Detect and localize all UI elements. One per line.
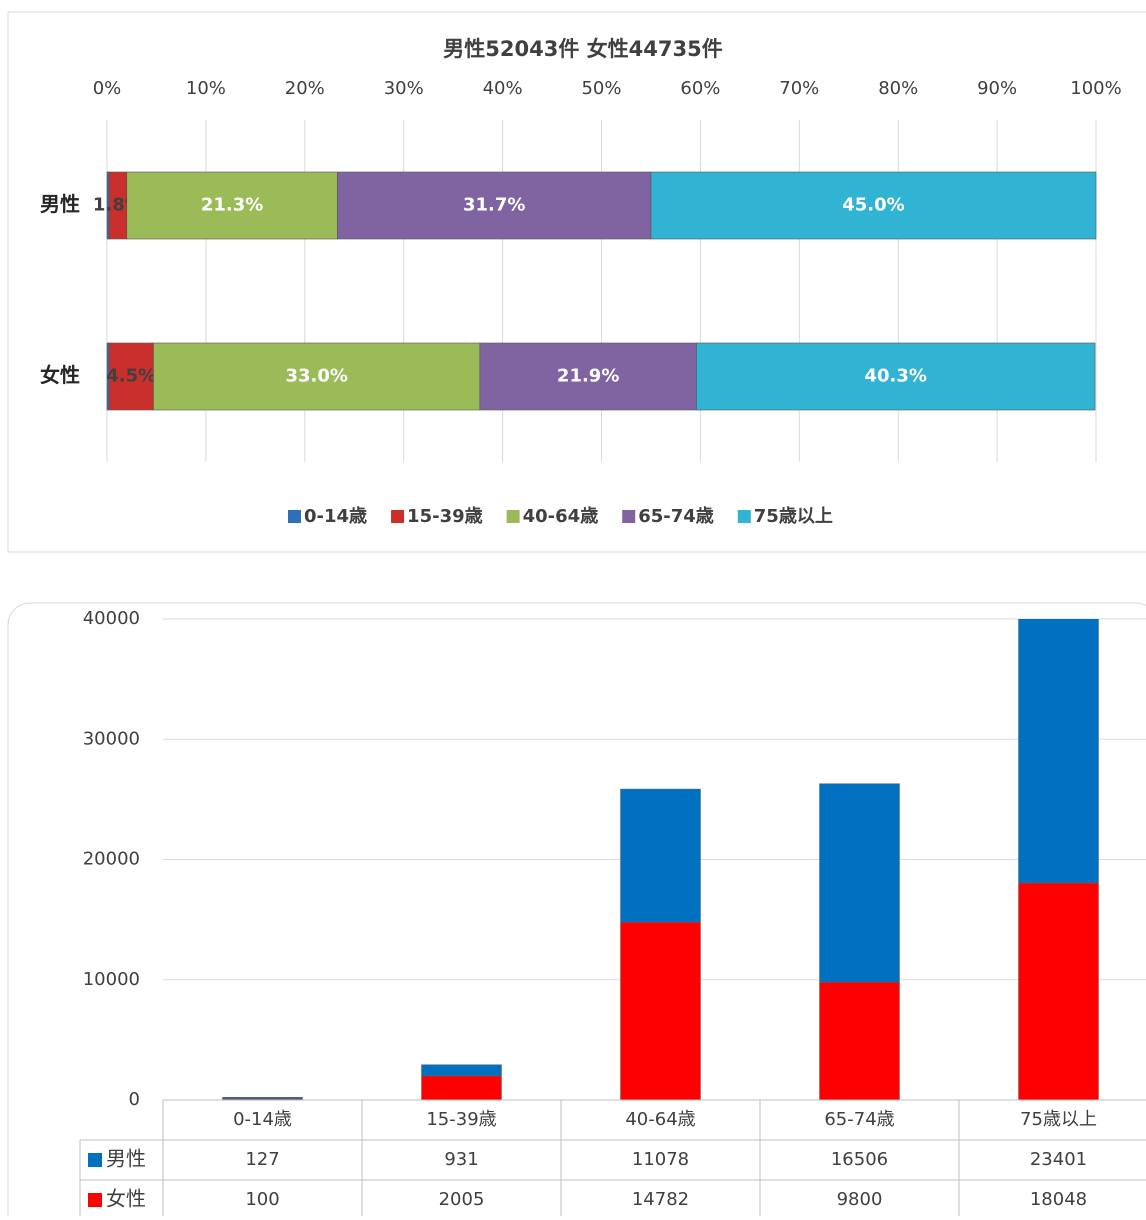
chart-title: 男性52043件 女性44735件 [443, 37, 722, 61]
table-cell: 11078 [632, 1149, 689, 1170]
y-tick-label: 10000 [83, 969, 140, 990]
x-tick-label: 20% [285, 78, 325, 99]
bar-segment [108, 342, 154, 411]
x-tick-label: 0-14歳 [233, 1109, 292, 1130]
data-label: 4.5% [106, 366, 156, 387]
legend-swatch [622, 510, 636, 523]
x-tick-label: 30% [384, 78, 424, 99]
legend-swatch [88, 1193, 102, 1207]
data-label: 33.0% [285, 366, 347, 387]
data-label: 40.3% [865, 366, 927, 387]
bar-segment [153, 342, 481, 411]
legend-label: 15-39歳 [407, 506, 483, 527]
legend-swatch [506, 510, 520, 523]
data-label: 45.0% [842, 195, 904, 216]
table-cell: 931 [444, 1149, 478, 1170]
legend-swatch [391, 510, 405, 523]
x-tick-label: 0% [93, 78, 122, 99]
data-label: 21.3% [201, 195, 263, 216]
x-tick-label: 40% [483, 78, 523, 99]
row-label: 女性 [106, 1187, 146, 1211]
table-cell: 2005 [439, 1189, 485, 1210]
legend-label: 40-64歳 [523, 506, 599, 527]
x-tick-label: 75歳以上 [1020, 1109, 1097, 1130]
legend-label: 65-74歳 [638, 506, 714, 527]
bar-segment [620, 921, 701, 1100]
bar-segment [819, 981, 900, 1100]
x-tick-label: 10% [186, 78, 226, 99]
legend-swatch [88, 1153, 102, 1167]
bar-segment [1018, 882, 1099, 1100]
table-cell: 23401 [1030, 1149, 1087, 1170]
x-tick-label: 40-64歳 [625, 1109, 695, 1130]
bar-segment [1018, 619, 1099, 884]
x-tick-label: 15-39歳 [426, 1109, 496, 1130]
table-cell: 100 [245, 1189, 279, 1210]
y-tick-label: 40000 [83, 608, 140, 629]
table-cell: 14782 [632, 1189, 689, 1210]
bar-segment [421, 1075, 502, 1100]
data-label: 31.7% [463, 195, 525, 216]
category-label: 男性 [40, 192, 80, 216]
x-tick-label: 100% [1070, 78, 1121, 99]
x-tick-label: 70% [779, 78, 819, 99]
x-tick-label: 80% [878, 78, 918, 99]
legend-swatch [737, 510, 751, 523]
bar-segment [421, 1064, 502, 1077]
bar-segment [819, 783, 900, 983]
y-tick-label: 0 [129, 1089, 140, 1110]
x-tick-label: 65-74歳 [824, 1109, 894, 1130]
y-tick-label: 20000 [83, 849, 140, 870]
chart-frame [7, 11, 1146, 553]
table-cell: 127 [245, 1149, 279, 1170]
table-cell: 9800 [837, 1189, 883, 1210]
bar-segment [479, 342, 697, 411]
chart-frame [7, 602, 1146, 1220]
row-label: 男性 [106, 1147, 146, 1171]
bar-segment [337, 171, 652, 240]
legend-swatch [288, 510, 301, 523]
bars [222, 619, 1099, 1100]
bar-segment [126, 171, 338, 240]
bar-segment [650, 171, 1097, 240]
x-tick-label: 50% [581, 78, 621, 99]
legend-label: 0-14歳 [304, 506, 367, 527]
bar-segment [222, 1097, 303, 1100]
bar-segment [620, 788, 701, 923]
data-label: 21.9% [557, 366, 619, 387]
legend-label: 75歳以上 [754, 506, 833, 527]
category-label: 女性 [40, 363, 80, 387]
table-cell: 18048 [1030, 1189, 1087, 1210]
bar-segment [696, 342, 1096, 411]
x-tick-label: 60% [680, 78, 720, 99]
y-tick-label: 30000 [83, 728, 140, 749]
table-cell: 16506 [831, 1149, 888, 1170]
x-tick-label: 90% [977, 78, 1017, 99]
